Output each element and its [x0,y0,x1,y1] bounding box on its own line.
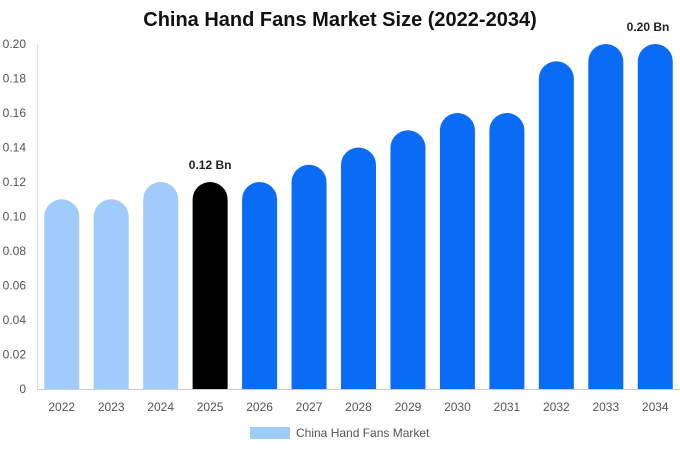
y-tick-labels: 0 0.02 0.04 0.06 0.08 0.10 0.12 0.14 0.16 0.18 0.2… [3,37,27,396]
bar-2024 [143,182,179,389]
y-tick-label: 0.12 [3,175,27,189]
data-label-2034: 0.20 Bn [627,20,670,34]
bar-2032 [538,61,574,389]
bar-2029 [390,130,426,389]
data-label-2025: 0.12 Bn [189,158,232,172]
y-tick-label: 0.06 [3,279,27,293]
bar-2033 [588,44,624,389]
legend-swatch [250,427,290,439]
y-tick-label: 0.08 [3,244,27,258]
bar-2026 [242,181,278,389]
x-tick-label: 2025 [197,400,224,414]
x-tick-label: 2024 [147,400,174,414]
x-tick-label: 2028 [345,400,372,414]
x-tick-labels: 2022 2023 2024 2025 2026 2027 2028 2029 2030 2031… [48,400,669,414]
y-tick-label: 0.18 [3,72,27,86]
y-tick-label: 0.02 [3,348,27,362]
bar-2028 [341,147,376,389]
y-tick-label: 0 [19,382,26,396]
x-tick-label: 2027 [296,400,323,414]
x-tick-label: 2022 [48,400,75,414]
bar-2030 [439,113,475,389]
legend-label: China Hand Fans Market [296,426,430,440]
bar-2025 [192,182,228,389]
bar-2023 [93,199,129,389]
x-tick-label: 2026 [246,400,273,414]
y-tick-label: 0.14 [3,141,27,155]
data-labels-group: 0.12 Bn 0.20 Bn [189,20,670,172]
x-tick-label: 2032 [543,400,570,414]
y-tick-label: 0.10 [3,210,27,224]
x-tick-label: 2029 [395,400,422,414]
y-tick-label: 0.20 [3,37,27,51]
y-tick-label: 0.16 [3,106,27,120]
bars-group [44,44,673,389]
bar-2034 [637,44,673,389]
bar-2022 [44,199,80,389]
x-tick-label: 2030 [444,400,471,414]
bar-2027 [291,164,327,389]
x-tick-label: 2023 [98,400,125,414]
chart-title: China Hand Fans Market Size (2022-2034) [143,9,537,31]
legend: China Hand Fans Market [250,425,429,441]
x-tick-label: 2031 [494,400,521,414]
y-tick-label: 0.04 [3,313,27,327]
bar-2031 [489,112,525,389]
x-tick-label: 2034 [642,400,669,414]
x-tick-label: 2033 [592,400,619,414]
